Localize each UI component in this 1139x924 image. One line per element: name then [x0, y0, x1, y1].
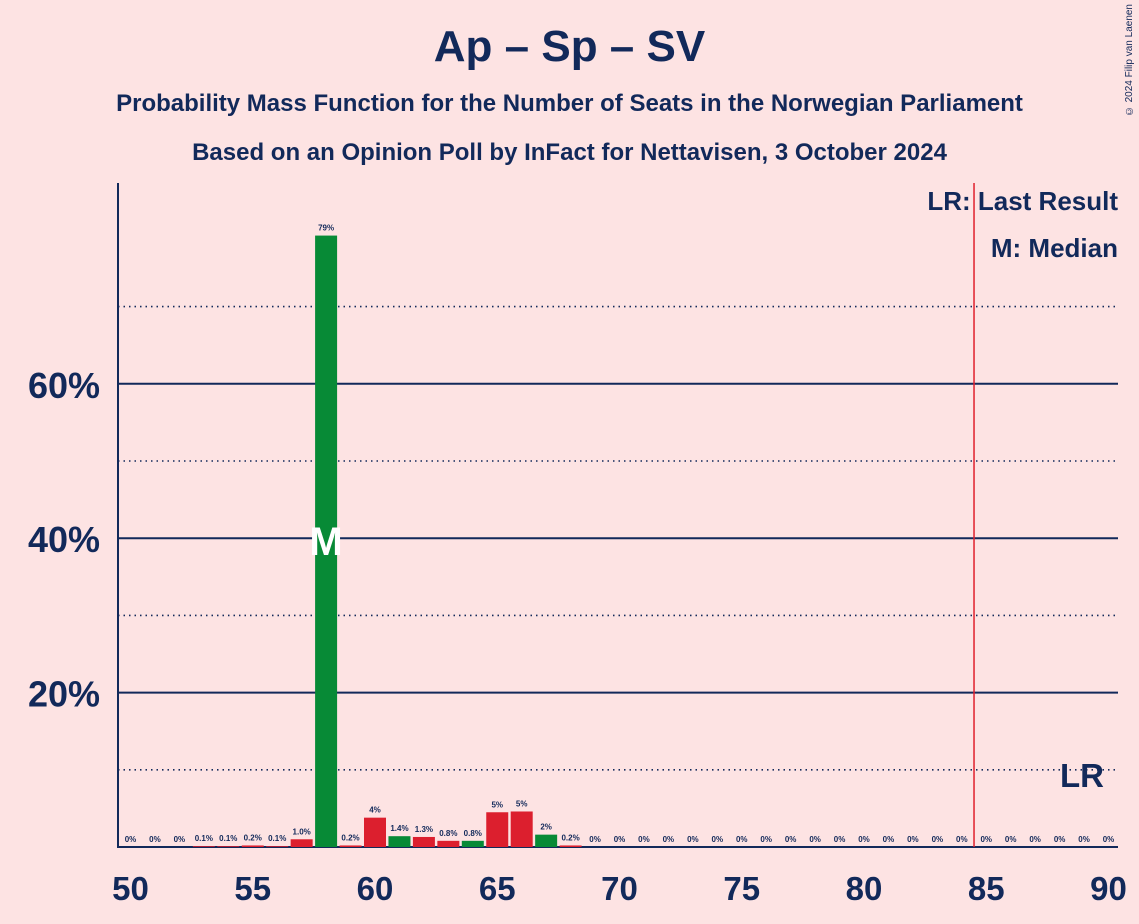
bar-value-label: 0.1%	[219, 834, 237, 843]
x-tick-label: 50	[112, 870, 149, 907]
bar-value-label: 0%	[589, 835, 601, 844]
x-tick-label: 85	[968, 870, 1005, 907]
x-tick-label: 65	[479, 870, 516, 907]
bar-value-label: 0%	[614, 835, 626, 844]
bar-value-label: 0%	[883, 835, 895, 844]
bar-value-label: 1.4%	[390, 824, 408, 833]
bar-value-label: 0%	[638, 835, 650, 844]
last-result-marker: LR	[1060, 757, 1104, 794]
bar	[241, 845, 264, 847]
bar-value-label: 4%	[369, 806, 381, 815]
bar	[535, 834, 558, 847]
median-marker: M	[309, 520, 342, 564]
x-tick-label: 90	[1090, 870, 1127, 907]
bar-value-label: 0%	[809, 835, 821, 844]
bar-value-label: 0%	[834, 835, 846, 844]
bar-value-label: 5%	[516, 799, 528, 808]
x-tick-label: 60	[357, 870, 394, 907]
bar	[364, 817, 386, 847]
chart-subtitle: Probability Mass Function for the Number…	[116, 90, 1023, 117]
x-tick-label: 80	[846, 870, 883, 907]
bar-value-label: 0%	[1103, 835, 1115, 844]
bar	[510, 811, 533, 847]
x-tick-label: 55	[234, 870, 271, 907]
bar-value-label: 0.2%	[561, 833, 579, 842]
bar-value-label: 0%	[932, 835, 944, 844]
bar-value-label: 0%	[1029, 835, 1041, 844]
bar	[192, 846, 215, 847]
bar-value-label: 0%	[663, 835, 675, 844]
bar	[437, 840, 460, 847]
bar-value-label: 0%	[149, 835, 161, 844]
bar	[388, 836, 411, 847]
bar-value-label: 0%	[736, 835, 748, 844]
bar	[486, 812, 509, 847]
bar-value-label: 0%	[907, 835, 919, 844]
bar	[339, 845, 362, 847]
bar-value-label: 0%	[1078, 835, 1090, 844]
y-tick-label: 40%	[28, 519, 100, 560]
bar-value-label: 0%	[980, 835, 992, 844]
bar-value-label: 0%	[1005, 835, 1017, 844]
bar-value-label: 1.0%	[293, 827, 311, 836]
chart-title: Ap – Sp – SV	[433, 22, 706, 71]
bar-value-label: 0%	[712, 835, 724, 844]
bar-value-label: 5%	[491, 800, 503, 809]
bar-value-label: 0%	[174, 835, 186, 844]
bar-value-label: 0.2%	[244, 833, 262, 842]
x-tick-label: 75	[723, 870, 760, 907]
bar-value-label: 0%	[858, 835, 870, 844]
bar	[266, 846, 289, 847]
y-tick-label: 20%	[28, 674, 100, 715]
bar-value-label: 2%	[540, 823, 552, 832]
chart-source: Based on an Opinion Poll by InFact for N…	[192, 139, 947, 166]
bar	[315, 235, 338, 848]
bar	[461, 840, 484, 847]
bar	[217, 846, 240, 847]
legend-last-result: LR: Last Result	[927, 186, 1118, 216]
legend-median: M: Median	[991, 233, 1118, 263]
bar-value-label: 79%	[318, 224, 334, 233]
bar-value-label: 0%	[125, 835, 137, 844]
bar-value-label: 0%	[956, 835, 968, 844]
bar-value-label: 0%	[785, 835, 797, 844]
bar-value-label: 0.2%	[341, 833, 359, 842]
bar-value-label: 0.8%	[439, 829, 457, 838]
y-tick-label: 60%	[28, 365, 100, 406]
x-tick-label: 70	[601, 870, 638, 907]
bar	[290, 839, 313, 847]
bar-value-label: 1.3%	[415, 825, 433, 834]
bar	[412, 836, 435, 847]
bar-value-label: 0.1%	[268, 834, 286, 843]
bar-value-label: 0.1%	[195, 834, 213, 843]
bar-value-label: 0%	[687, 835, 699, 844]
bar	[559, 845, 582, 847]
bar-value-label: 0.8%	[464, 829, 482, 838]
bar-value-label: 0%	[1054, 835, 1066, 844]
bar-value-label: 0%	[760, 835, 772, 844]
